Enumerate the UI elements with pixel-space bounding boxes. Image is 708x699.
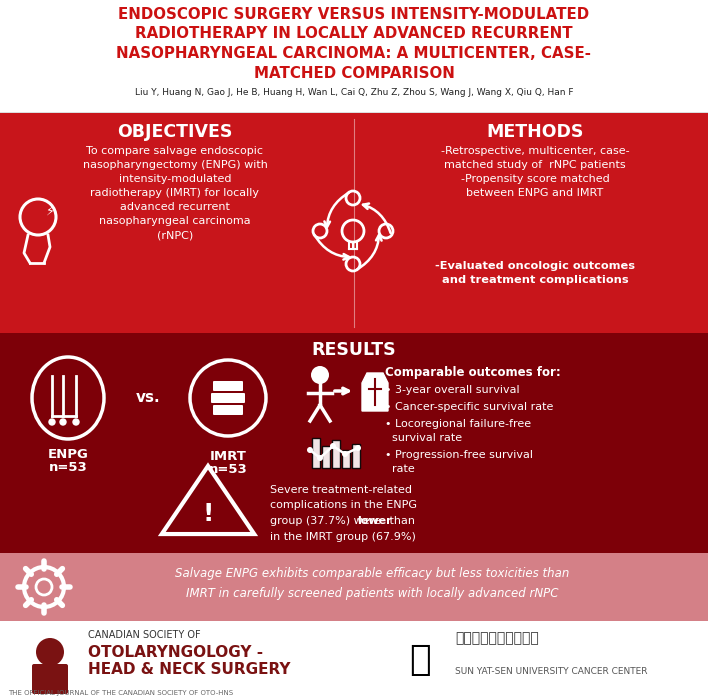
Text: ⚡: ⚡ [45, 205, 55, 217]
Text: 🌿: 🌿 [409, 643, 430, 677]
Circle shape [36, 638, 64, 666]
Text: than: than [387, 516, 416, 526]
FancyBboxPatch shape [342, 450, 350, 468]
FancyBboxPatch shape [0, 112, 708, 113]
FancyBboxPatch shape [0, 333, 708, 553]
Text: OBJECTIVES: OBJECTIVES [118, 123, 233, 141]
Text: METHODS: METHODS [486, 123, 583, 141]
Text: ENPG: ENPG [47, 448, 88, 461]
Circle shape [355, 445, 361, 451]
Text: NASOPHARYNGEAL CARCINOMA: A MULTICENTER, CASE-: NASOPHARYNGEAL CARCINOMA: A MULTICENTER,… [117, 46, 591, 61]
Text: lower: lower [358, 516, 392, 526]
Text: • Cancer-specific survival rate: • Cancer-specific survival rate [385, 402, 554, 412]
FancyBboxPatch shape [0, 553, 708, 621]
Text: To compare salvage endoscopic
nasopharyngectomy (ENPG) with
intensity-modulated
: To compare salvage endoscopic nasopharyn… [83, 146, 268, 240]
Text: IMRT: IMRT [210, 450, 246, 463]
Text: • Locoregional failure-free: • Locoregional failure-free [385, 419, 531, 429]
Text: -Retrospective, multicenter, case-
matched study of  rNPC patients
-Propensity s: -Retrospective, multicenter, case- match… [440, 146, 629, 198]
Text: Salvage ENPG exhibits comparable efficacy but less toxicities than: Salvage ENPG exhibits comparable efficac… [175, 567, 569, 580]
Circle shape [307, 447, 313, 453]
Circle shape [49, 419, 55, 425]
Text: THE OFFICIAL JOURNAL OF THE CANADIAN SOCIETY OF OTO-HNS: THE OFFICIAL JOURNAL OF THE CANADIAN SOC… [8, 690, 233, 696]
Circle shape [317, 455, 323, 461]
FancyBboxPatch shape [213, 381, 243, 391]
FancyBboxPatch shape [352, 444, 360, 468]
Text: rate: rate [385, 464, 415, 474]
Text: vs.: vs. [136, 391, 160, 405]
Text: n=53: n=53 [209, 463, 247, 476]
FancyBboxPatch shape [0, 621, 708, 699]
Text: !: ! [202, 502, 214, 526]
FancyBboxPatch shape [213, 405, 243, 415]
Text: Liu Y, Huang N, Gao J, He B, Huang H, Wan L, Cai Q, Zhu Z, Zhou S, Wang J, Wang : Liu Y, Huang N, Gao J, He B, Huang H, Wa… [135, 88, 573, 97]
Circle shape [330, 443, 336, 449]
FancyBboxPatch shape [322, 446, 330, 468]
Text: survival rate: survival rate [385, 433, 462, 443]
FancyBboxPatch shape [32, 664, 68, 694]
Circle shape [73, 419, 79, 425]
Circle shape [342, 451, 348, 457]
Circle shape [60, 419, 66, 425]
Text: group (37.7%) were: group (37.7%) were [270, 516, 384, 526]
Text: Severe treatment-related: Severe treatment-related [270, 485, 412, 495]
Text: OTOLARYNGOLOGY -: OTOLARYNGOLOGY - [88, 645, 263, 660]
Text: SUN YAT-SEN UNIVERSITY CANCER CENTER: SUN YAT-SEN UNIVERSITY CANCER CENTER [455, 667, 648, 676]
Text: IMRT in carefully screened patients with locally advanced rNPC: IMRT in carefully screened patients with… [185, 587, 558, 600]
Text: • 3-year overall survival: • 3-year overall survival [385, 385, 520, 395]
Text: RADIOTHERAPY IN LOCALLY ADVANCED RECURRENT: RADIOTHERAPY IN LOCALLY ADVANCED RECURRE… [135, 27, 573, 41]
Text: 中山大學附屬腫瘤医院: 中山大學附屬腫瘤医院 [455, 631, 539, 645]
Text: in the IMRT group (67.9%): in the IMRT group (67.9%) [270, 531, 416, 542]
Polygon shape [362, 373, 388, 411]
Text: • Progression-free survival: • Progression-free survival [385, 450, 533, 460]
FancyBboxPatch shape [312, 438, 320, 468]
Text: CANADIAN SOCIETY OF: CANADIAN SOCIETY OF [88, 630, 200, 640]
FancyBboxPatch shape [332, 440, 340, 468]
Text: HEAD & NECK SURGERY: HEAD & NECK SURGERY [88, 662, 290, 677]
Text: Comparable outcomes for:: Comparable outcomes for: [385, 366, 561, 379]
Text: -Evaluated oncologic outcomes
and treatment complications: -Evaluated oncologic outcomes and treatm… [435, 261, 635, 285]
FancyBboxPatch shape [0, 113, 708, 333]
Text: MATCHED COMPARISON: MATCHED COMPARISON [253, 66, 455, 80]
Circle shape [311, 366, 329, 384]
Text: complications in the ENPG: complications in the ENPG [270, 500, 417, 510]
Text: ENDOSCOPIC SURGERY VERSUS INTENSITY-MODULATED: ENDOSCOPIC SURGERY VERSUS INTENSITY-MODU… [118, 7, 590, 22]
FancyBboxPatch shape [211, 393, 245, 403]
Text: n=53: n=53 [49, 461, 87, 474]
Text: RESULTS: RESULTS [312, 341, 396, 359]
